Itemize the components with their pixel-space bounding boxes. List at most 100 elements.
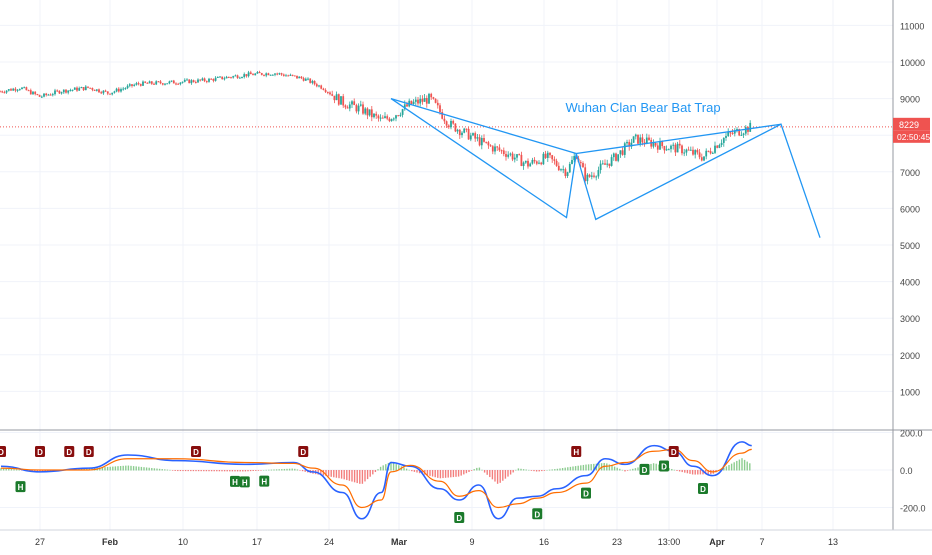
- signal-marker-box: [571, 446, 582, 457]
- signal-marker-letter: D: [0, 448, 4, 457]
- candle-body: [450, 120, 452, 128]
- histogram-bar: [392, 462, 395, 471]
- candle-body: [309, 78, 312, 83]
- candle-body: [258, 72, 261, 74]
- histogram-bar: [590, 464, 592, 471]
- candle-body: [593, 175, 595, 177]
- candle-body: [516, 154, 518, 158]
- candle-body: [652, 143, 655, 147]
- candle-body: [51, 94, 54, 96]
- candle-body: [54, 90, 56, 95]
- x-tick-label: 13: [828, 537, 838, 547]
- histogram-bar: [114, 466, 117, 471]
- candle-body: [137, 83, 140, 85]
- candle-body: [654, 143, 657, 146]
- candle-body: [612, 153, 615, 158]
- histogram-bar: [678, 470, 681, 472]
- signal-marker-letter: D: [300, 448, 306, 457]
- last-price-tag: [893, 117, 930, 131]
- histogram-bar: [574, 466, 577, 471]
- candle-body: [546, 152, 549, 158]
- candle-body: [648, 137, 650, 140]
- histogram-bar: [543, 470, 546, 471]
- x-tick-label: 10: [178, 537, 188, 547]
- histogram-bar: [122, 465, 124, 471]
- histogram-bar: [398, 465, 400, 471]
- candle-body: [3, 92, 6, 94]
- candle-body: [496, 146, 499, 148]
- candle-body: [560, 169, 562, 171]
- histogram-bar: [119, 466, 122, 471]
- candle-body: [359, 104, 362, 106]
- histogram-bar: [580, 465, 582, 471]
- candle-body: [34, 91, 37, 95]
- candle-body: [225, 76, 228, 79]
- candle-body: [183, 79, 186, 82]
- candle-body: [720, 142, 723, 145]
- histogram-bar: [668, 468, 670, 471]
- candle-body: [634, 134, 637, 137]
- histogram-bar: [733, 462, 735, 471]
- histogram-bar: [515, 469, 517, 471]
- candle-body: [672, 144, 675, 146]
- candle-body: [324, 89, 327, 92]
- histogram-bar: [109, 466, 111, 471]
- candle-body: [320, 85, 323, 89]
- histogram-bar: [457, 470, 460, 477]
- candle-body: [626, 141, 628, 144]
- histogram-bar: [749, 463, 751, 471]
- histogram-bar: [426, 470, 429, 476]
- candle-body: [25, 87, 28, 91]
- candle-body: [146, 82, 149, 84]
- histogram-bar: [655, 463, 657, 471]
- histogram-bar: [21, 470, 23, 471]
- candle-body: [291, 74, 294, 76]
- candle-body: [357, 105, 360, 112]
- histogram-bar: [195, 470, 197, 472]
- histogram-bar: [270, 469, 273, 471]
- histogram-bar: [164, 469, 166, 471]
- histogram-bar: [707, 470, 709, 475]
- histogram-bar: [486, 470, 488, 475]
- histogram-bar: [288, 468, 291, 471]
- histogram-bar: [468, 470, 470, 472]
- candle-body: [667, 149, 670, 151]
- candle-body: [69, 90, 72, 92]
- histogram-bar: [626, 470, 629, 471]
- candle-body: [155, 81, 158, 85]
- candle-body: [703, 156, 705, 161]
- candle-body: [694, 150, 697, 155]
- candle-body: [82, 87, 85, 91]
- signal-marker: D: [581, 487, 591, 499]
- y-tick-label: 11000: [900, 21, 924, 31]
- histogram-bar: [405, 468, 408, 471]
- candle-body: [326, 91, 329, 93]
- histogram-bar: [338, 470, 340, 479]
- signal-marker-letter: H: [232, 478, 238, 487]
- signal-marker-letter: D: [583, 490, 589, 499]
- y-tick-label: 6000: [900, 204, 920, 214]
- histogram-bar: [184, 470, 187, 472]
- oscillator-fast-line: [0, 441, 752, 520]
- histogram-bar: [489, 470, 491, 478]
- y-tick-label: 3000: [900, 314, 920, 324]
- histogram-bar: [463, 470, 465, 475]
- candle-body: [93, 89, 96, 91]
- candle-body: [58, 90, 61, 94]
- histogram-bar: [377, 469, 379, 471]
- candle-body: [56, 90, 59, 92]
- histogram-bar: [104, 467, 106, 471]
- signal-marker-box: [698, 482, 708, 494]
- candle-body: [392, 118, 395, 120]
- histogram-bar: [327, 470, 330, 477]
- histogram-bar: [554, 469, 556, 471]
- signal-marker: H: [571, 446, 582, 457]
- histogram-bar: [611, 465, 613, 471]
- signal-marker: H: [259, 475, 270, 487]
- candle-body: [430, 93, 433, 98]
- histogram-bar: [598, 463, 600, 471]
- candle-body: [727, 132, 730, 136]
- signal-marker-box: [35, 446, 45, 457]
- histogram-bar: [88, 468, 91, 471]
- candle-body: [95, 89, 98, 91]
